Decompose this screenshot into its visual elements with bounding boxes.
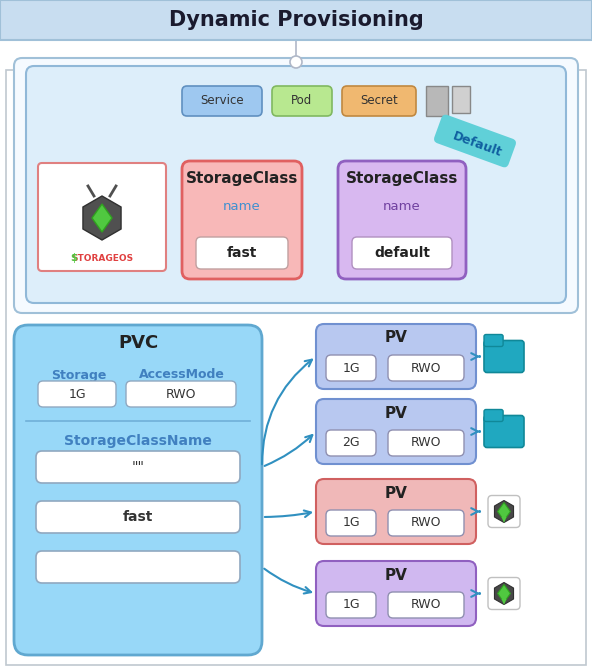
Text: "": "" bbox=[131, 460, 144, 474]
FancyBboxPatch shape bbox=[182, 86, 262, 116]
Text: default: default bbox=[374, 246, 430, 260]
FancyBboxPatch shape bbox=[272, 86, 332, 116]
Text: RWO: RWO bbox=[411, 362, 441, 374]
FancyBboxPatch shape bbox=[352, 237, 452, 269]
Polygon shape bbox=[498, 584, 510, 603]
FancyBboxPatch shape bbox=[326, 592, 376, 618]
Text: RWO: RWO bbox=[411, 599, 441, 611]
Text: PV: PV bbox=[385, 405, 407, 421]
Text: name: name bbox=[223, 201, 261, 213]
FancyBboxPatch shape bbox=[38, 163, 166, 271]
Text: Storage: Storage bbox=[52, 368, 107, 382]
Polygon shape bbox=[494, 501, 513, 523]
FancyBboxPatch shape bbox=[388, 430, 464, 456]
Circle shape bbox=[290, 56, 302, 68]
FancyBboxPatch shape bbox=[326, 430, 376, 456]
Text: Default: Default bbox=[451, 130, 503, 160]
Bar bbox=[6, 70, 586, 665]
Text: Secret: Secret bbox=[360, 95, 398, 107]
Text: 1G: 1G bbox=[342, 517, 360, 529]
FancyBboxPatch shape bbox=[316, 561, 476, 626]
FancyBboxPatch shape bbox=[484, 335, 503, 346]
Text: 2G: 2G bbox=[342, 437, 360, 450]
FancyBboxPatch shape bbox=[484, 409, 503, 421]
FancyBboxPatch shape bbox=[488, 495, 520, 527]
FancyBboxPatch shape bbox=[316, 324, 476, 389]
FancyBboxPatch shape bbox=[484, 340, 524, 372]
FancyBboxPatch shape bbox=[196, 237, 288, 269]
Text: RWO: RWO bbox=[411, 517, 441, 529]
FancyBboxPatch shape bbox=[36, 551, 240, 583]
FancyBboxPatch shape bbox=[126, 381, 236, 407]
Text: 1G: 1G bbox=[342, 599, 360, 611]
Text: Service: Service bbox=[200, 95, 244, 107]
FancyBboxPatch shape bbox=[26, 66, 566, 303]
Text: 1G: 1G bbox=[68, 387, 86, 401]
FancyBboxPatch shape bbox=[388, 592, 464, 618]
Text: PVC: PVC bbox=[118, 334, 158, 352]
Text: Dynamic Provisioning: Dynamic Provisioning bbox=[169, 10, 423, 30]
Text: PV: PV bbox=[385, 568, 407, 582]
Text: AccessMode: AccessMode bbox=[139, 368, 225, 382]
Text: STORAGEOS: STORAGEOS bbox=[71, 254, 133, 263]
FancyBboxPatch shape bbox=[434, 115, 516, 167]
FancyBboxPatch shape bbox=[182, 161, 302, 279]
Polygon shape bbox=[83, 196, 121, 240]
Text: $: $ bbox=[70, 253, 78, 263]
Polygon shape bbox=[501, 517, 507, 523]
Bar bbox=[452, 86, 470, 113]
FancyBboxPatch shape bbox=[36, 451, 240, 483]
Text: Pod: Pod bbox=[291, 95, 313, 107]
FancyBboxPatch shape bbox=[388, 510, 464, 536]
Text: PV: PV bbox=[385, 486, 407, 501]
Text: name: name bbox=[383, 201, 421, 213]
Text: 1G: 1G bbox=[342, 362, 360, 374]
FancyBboxPatch shape bbox=[388, 355, 464, 381]
Text: RWO: RWO bbox=[166, 387, 197, 401]
FancyBboxPatch shape bbox=[326, 355, 376, 381]
Text: fast: fast bbox=[123, 510, 153, 524]
FancyBboxPatch shape bbox=[342, 86, 416, 116]
FancyBboxPatch shape bbox=[326, 510, 376, 536]
Bar bbox=[426, 86, 448, 116]
FancyBboxPatch shape bbox=[484, 415, 524, 448]
FancyBboxPatch shape bbox=[14, 58, 578, 313]
Polygon shape bbox=[494, 582, 513, 605]
Text: RWO: RWO bbox=[411, 437, 441, 450]
Text: PV: PV bbox=[385, 331, 407, 346]
FancyBboxPatch shape bbox=[338, 161, 466, 279]
Polygon shape bbox=[501, 599, 507, 605]
FancyBboxPatch shape bbox=[36, 501, 240, 533]
Polygon shape bbox=[498, 503, 510, 521]
Polygon shape bbox=[92, 204, 112, 232]
FancyBboxPatch shape bbox=[488, 578, 520, 609]
FancyBboxPatch shape bbox=[316, 399, 476, 464]
FancyBboxPatch shape bbox=[14, 325, 262, 655]
Bar bbox=[0, 0, 592, 40]
Text: StorageClass: StorageClass bbox=[186, 172, 298, 187]
FancyBboxPatch shape bbox=[316, 479, 476, 544]
Text: StorageClassName: StorageClassName bbox=[64, 434, 212, 448]
Text: StorageClass: StorageClass bbox=[346, 172, 458, 187]
Text: fast: fast bbox=[227, 246, 257, 260]
FancyBboxPatch shape bbox=[38, 381, 116, 407]
